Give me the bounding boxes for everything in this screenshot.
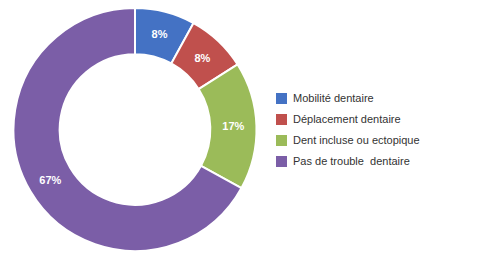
svg-text:8%: 8% [152, 28, 168, 40]
svg-text:8%: 8% [194, 52, 210, 64]
svg-text:67%: 67% [39, 174, 61, 186]
html-text:Dent incluse ou ectopique: Dent incluse ou ectopique [293, 134, 420, 146]
html-text:Mobilité dentaire: Mobilité dentaire [293, 92, 374, 104]
html-text:Pas de trouble dentaire: Pas de trouble dentaire [293, 155, 410, 167]
svg-text:17%: 17% [222, 120, 244, 132]
html-text:Déplacement dentaire: Déplacement dentaire [293, 113, 401, 125]
